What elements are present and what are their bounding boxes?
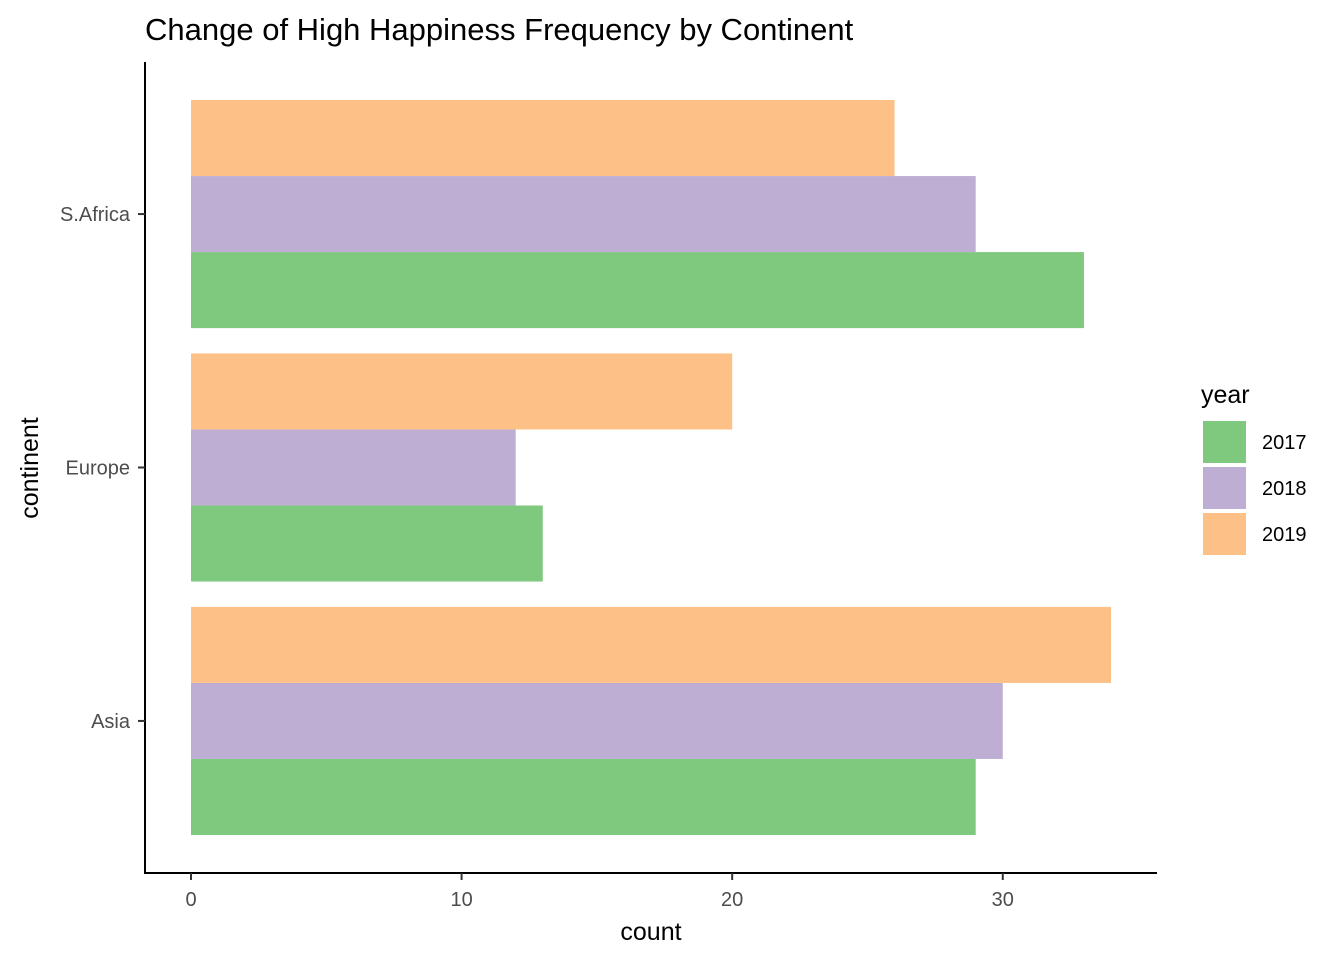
legend-label-2019: 2019 [1262,524,1307,546]
bar-s-africa-2019 [191,100,895,177]
y-tick-label: Asia [91,711,131,733]
legend-label-2017: 2017 [1262,432,1307,454]
y-tick-label: Europe [66,458,131,480]
bar-s-africa-2017 [191,252,1084,329]
plot-area [191,100,1111,835]
legend-key-2019 [1203,513,1246,555]
x-tick-label: 30 [992,889,1014,911]
x-axis-ticks: 0 10 20 30 [185,873,1014,911]
bar-asia-2017 [191,758,976,835]
x-tick-label: 0 [185,889,196,911]
x-tick-label: 10 [450,889,472,911]
legend: year 2017 2018 2019 [1201,381,1307,555]
legend-title: year [1201,381,1250,409]
chart-title: Change of High Happiness Frequency by Co… [145,12,854,47]
legend-key-2017 [1203,421,1246,463]
bar-asia-2019 [191,606,1111,683]
bar-europe-2019 [191,353,733,430]
bar-europe-2018 [191,429,516,506]
x-tick-label: 20 [721,889,743,911]
legend-key-2018 [1203,467,1246,509]
legend-label-2018: 2018 [1262,478,1307,500]
x-axis-title: count [620,918,681,946]
bar-s-africa-2018 [191,176,976,253]
y-axis-title: continent [16,417,44,519]
y-axis-ticks: Asia Europe S.Africa [60,204,145,733]
bar-asia-2018 [191,682,1003,759]
bar-europe-2017 [191,505,543,582]
y-tick-label: S.Africa [60,204,131,226]
